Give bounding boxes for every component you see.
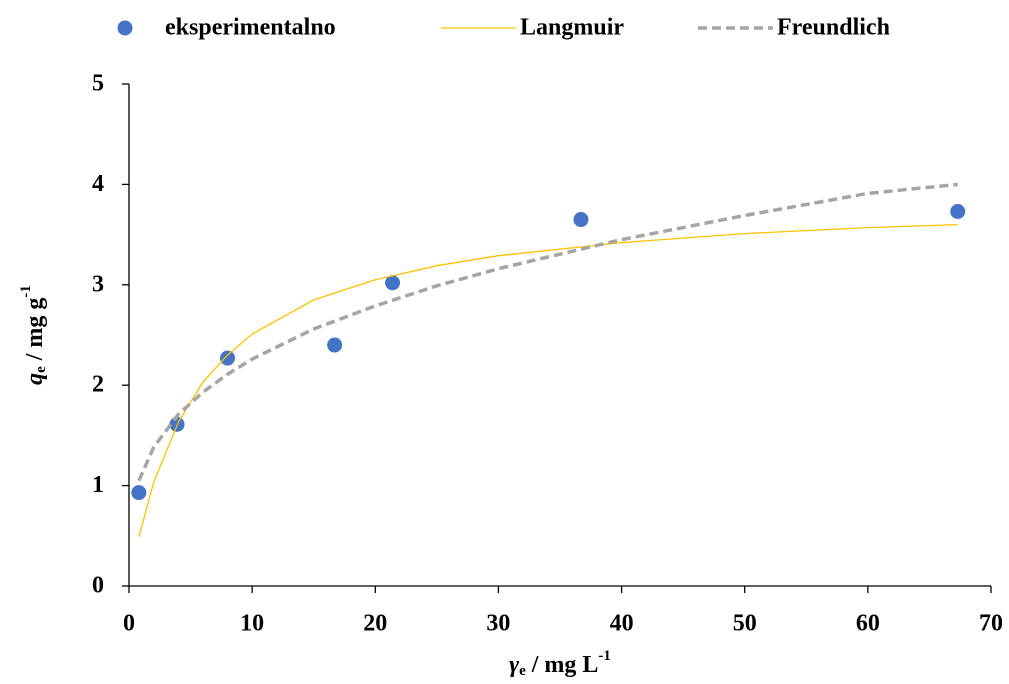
- data-point: [950, 204, 966, 220]
- y-axis-title-unit: / mg g: [22, 298, 48, 367]
- data-point: [220, 350, 236, 366]
- y-tick-label: 0: [92, 573, 104, 599]
- data-point: [385, 275, 401, 291]
- data-point: [131, 485, 147, 501]
- series-line: [138, 223, 958, 537]
- data-point: [327, 337, 343, 353]
- x-tick-label: 60: [856, 611, 880, 637]
- y-tick-label: 3: [92, 271, 104, 297]
- x-tick-label: 30: [486, 611, 510, 637]
- x-tick-label: 10: [240, 611, 264, 637]
- series-line: [137, 182, 958, 482]
- x-axis-title-subscript: e: [519, 663, 526, 679]
- x-axis-title: γe / mg L-1: [509, 648, 611, 679]
- x-tick-label: 20: [363, 611, 387, 637]
- y-axis-title-symbol: q: [22, 373, 48, 385]
- y-tick-label: 1: [92, 472, 104, 498]
- legend-label: eksperimentalno: [165, 15, 336, 41]
- y-tick-label: 5: [92, 71, 104, 97]
- x-tick-label: 0: [123, 611, 135, 637]
- y-tick-label: 2: [92, 372, 104, 398]
- x-axis-title-superscript: -1: [598, 648, 611, 664]
- legend-label: Langmuir: [520, 15, 624, 41]
- x-tick-label: 70: [979, 611, 1003, 637]
- x-axis-title-symbol: γ: [509, 652, 519, 678]
- y-axis-title-superscript: -1: [18, 285, 34, 298]
- legend-label: Freundlich: [777, 15, 890, 41]
- x-axis-title-unit: / mg L: [526, 652, 599, 678]
- x-tick-label: 40: [610, 611, 634, 637]
- y-axis-title-subscript: e: [33, 366, 49, 373]
- x-tick-label: 50: [733, 611, 757, 637]
- data-point: [573, 212, 589, 228]
- y-tick-label: 4: [92, 171, 104, 197]
- y-axis-title: qe / mg g-1: [18, 285, 49, 385]
- legend-marker: [117, 20, 133, 36]
